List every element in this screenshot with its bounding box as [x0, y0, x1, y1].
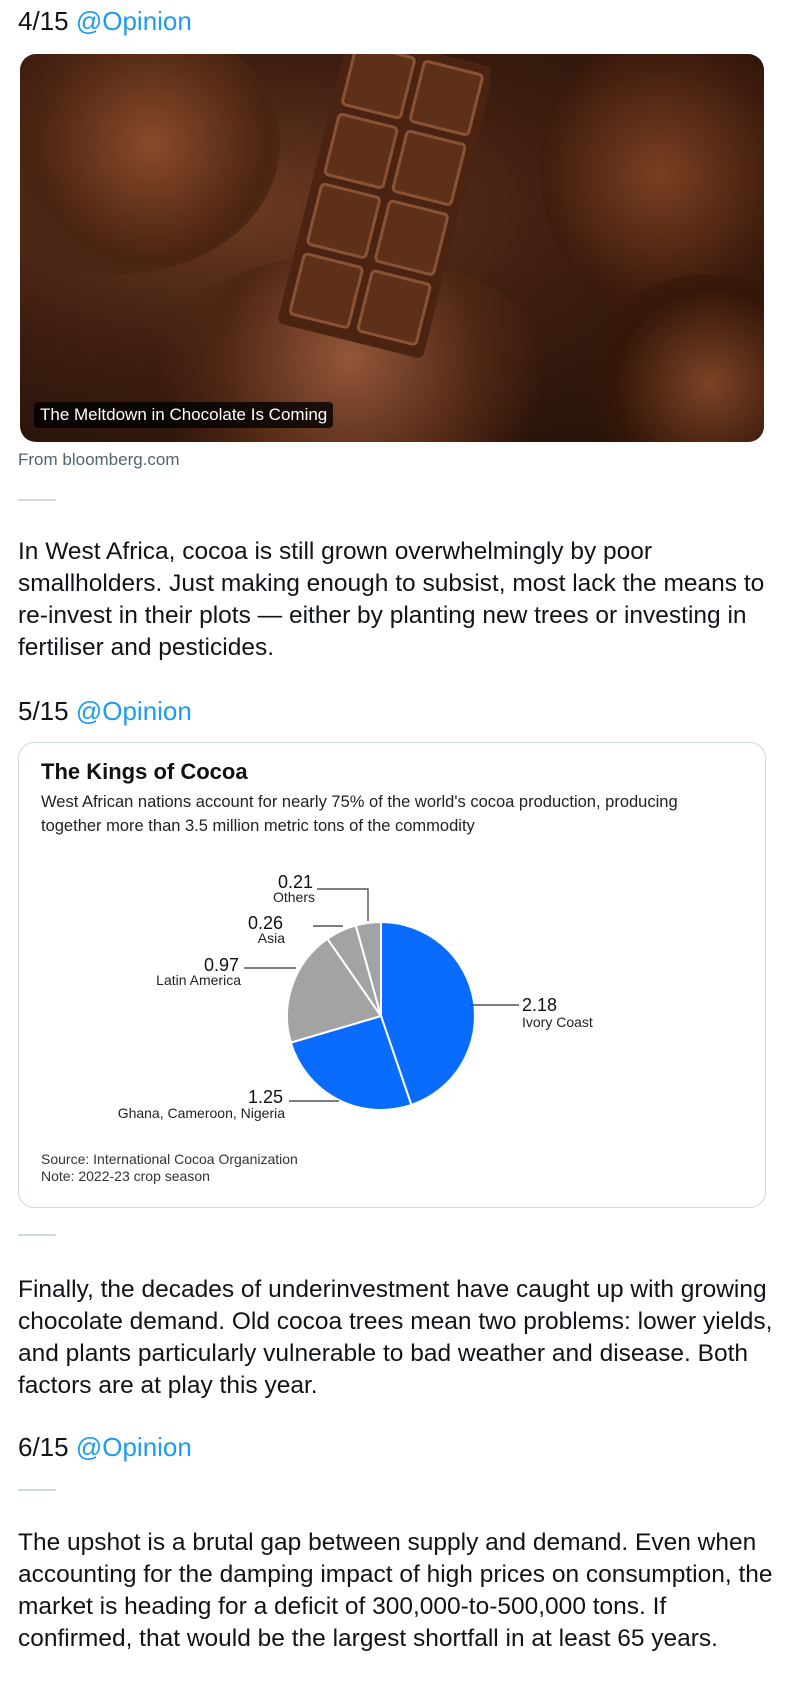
slice-value-label: 0.21	[278, 872, 313, 892]
slice-value-label: 2.18	[522, 995, 557, 1015]
tweet-text: The upshot is a brutal gap between suppl…	[18, 1529, 773, 1652]
slice-category-label: Ivory Coast	[522, 1014, 593, 1030]
handle-link[interactable]: @Opinion	[75, 696, 192, 726]
pie-slice-others	[354, 920, 382, 1017]
link-card-source: From bloomberg.com	[18, 450, 180, 469]
tweet-header: 6/15 @Opinion	[18, 1432, 192, 1462]
slice-category-label: Latin America	[156, 972, 241, 988]
handle-link[interactable]: @Opinion	[75, 6, 192, 36]
leader-line	[317, 888, 369, 921]
handle-link[interactable]: @Opinion	[75, 1432, 192, 1462]
tweet-index: 5/15	[18, 696, 69, 726]
link-card-image[interactable]: The Meltdown in Chocolate Is Coming	[20, 54, 764, 442]
thread-divider	[18, 1489, 56, 1491]
slice-value-label: 0.97	[204, 955, 239, 975]
tweet-index: 6/15	[18, 1432, 69, 1462]
tweet-index: 4/15	[18, 6, 69, 36]
pie-slice-ghana-cameroon-nigeria	[289, 1014, 413, 1111]
chart-source: Source: International Cocoa Organization	[41, 1151, 298, 1167]
slice-category-label: Others	[273, 889, 315, 905]
chart-note: Note: 2022-23 crop season	[41, 1168, 210, 1184]
pie-slice-latin-america	[286, 937, 383, 1044]
slice-value-label: 1.25	[248, 1087, 283, 1107]
tweet-header: 5/15 @Opinion	[18, 696, 192, 726]
chocolate-bar-icon	[278, 54, 490, 358]
tweet-text: Finally, the decades of underinvestment …	[18, 1276, 773, 1399]
tweet-text: In West Africa, cocoa is still grown ove…	[18, 538, 765, 661]
slice-value-label: 0.26	[248, 913, 283, 933]
thread-divider	[18, 499, 56, 501]
pie-slice-ivory-coast	[380, 920, 476, 1107]
chart-title: The Kings of Cocoa	[41, 759, 248, 784]
slice-category-label: Ghana, Cameroon, Nigeria	[118, 1105, 286, 1121]
thread-divider	[18, 1234, 56, 1236]
chart-footer: Source: International Cocoa Organization…	[41, 1151, 298, 1185]
chart-card[interactable]: The Kings of Cocoa West African nations …	[18, 742, 766, 1208]
slice-category-label: Asia	[258, 930, 285, 946]
chart-subtitle: West African nations account for nearly …	[41, 793, 678, 835]
tweet-header: 4/15 @Opinion	[18, 6, 192, 36]
link-card-headline: The Meltdown in Chocolate Is Coming	[34, 402, 334, 428]
